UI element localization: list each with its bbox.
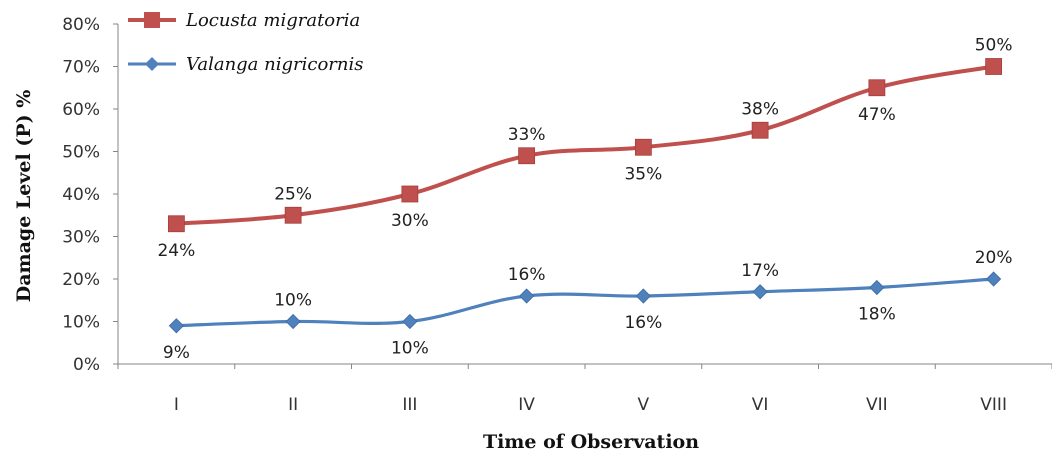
data-point-square (985, 58, 1003, 75)
data-point-square (284, 206, 302, 224)
data-label: 50% (975, 36, 1013, 56)
data-point-diamond (168, 318, 184, 334)
y-tick-label: 80% (62, 15, 100, 35)
data-point-diamond (519, 288, 535, 304)
x-axis: I II III IV V VI VII VIII (117, 363, 1052, 415)
data-point-diamond (869, 279, 885, 296)
data-label: 10% (391, 339, 429, 359)
legend-item: Locusta migratoria (128, 10, 360, 31)
legend-label: Valanga nigricornis (186, 54, 363, 75)
x-tick-label: IV (518, 395, 535, 415)
legend-label: Locusta migratoria (185, 10, 360, 31)
legend-marker-square (144, 12, 160, 28)
y-axis-title: Damage Level (P) % (13, 90, 35, 303)
legend: Locusta migratoria Valanga nigricornis (128, 10, 363, 75)
y-tick-label: 70% (62, 58, 100, 78)
y-axis: 0% 10% 20% 30% 40% 50% 60% 70% 80% (62, 15, 119, 375)
data-label: 35% (624, 164, 662, 184)
x-tick-label: I (174, 395, 179, 415)
data-point-square (751, 121, 769, 139)
data-label: 25% (274, 184, 312, 204)
x-tick-label: III (402, 395, 417, 415)
data-point-square (401, 185, 419, 203)
y-tick-label: 60% (62, 100, 100, 120)
data-label: 20% (975, 248, 1013, 268)
data-label: 24% (157, 241, 195, 261)
data-point-square (167, 215, 185, 233)
data-point-square (518, 147, 536, 165)
data-point-square (868, 79, 886, 97)
data-point-diamond (986, 271, 1002, 287)
data-point-diamond (285, 313, 301, 330)
y-tick-label: 20% (62, 270, 100, 290)
data-label: 18% (858, 305, 896, 325)
data-label: 16% (624, 313, 662, 333)
data-label: 30% (391, 211, 429, 231)
y-tick-label: 30% (62, 228, 100, 248)
y-tick-label: 50% (62, 143, 100, 163)
data-point-diamond (635, 288, 651, 304)
data-point-diamond (752, 284, 768, 300)
legend-item: Valanga nigricornis (128, 54, 363, 75)
data-label: 16% (508, 265, 546, 285)
data-point-square (634, 138, 652, 156)
x-tick-label: V (638, 395, 650, 415)
data-label: 33% (508, 125, 546, 145)
series-line (176, 277, 994, 328)
data-label: 38% (741, 99, 779, 119)
y-tick-label: 0% (73, 355, 100, 375)
data-point-diamond (402, 313, 418, 330)
y-tick-label: 40% (62, 185, 100, 205)
data-label: 17% (741, 261, 779, 281)
series-layer (167, 58, 1003, 334)
x-tick-label: II (288, 395, 298, 415)
y-tick-label: 10% (62, 313, 100, 333)
data-label: 47% (858, 105, 896, 125)
data-labels: 24% 25% 30% 33% 35% 38% 47% 50% 9% 10% 10% 16% 16% 17… (157, 36, 1012, 363)
series-line (176, 64, 994, 226)
x-tick-label: VI (752, 395, 769, 415)
data-label: 10% (274, 291, 312, 311)
x-tick-label: VIII (980, 395, 1007, 415)
x-tick-label: VII (866, 395, 888, 415)
data-label: 9% (163, 343, 190, 363)
x-axis-title: Time of Observation (483, 431, 699, 453)
legend-marker-diamond (145, 57, 159, 71)
